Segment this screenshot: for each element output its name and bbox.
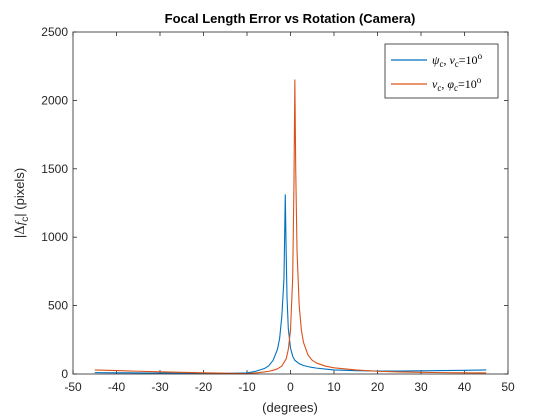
y-axis-label-subscript: c [20,217,31,222]
y-tick-label: 0 [61,367,68,381]
x-tick-label: 10 [327,380,341,394]
x-tick-label: -30 [151,380,169,394]
series-line-2 [94,79,487,375]
x-axis-label: (degrees) [262,400,318,415]
y-axis-label-f: f [12,219,27,225]
x-tick-label: 40 [458,380,472,394]
y-tick-label: 1000 [41,230,68,244]
x-tick-label: 20 [371,380,385,394]
x-tick-label: -20 [195,380,213,394]
y-tick-label: 2000 [41,93,68,107]
legend: ψc, νc=10o νc, φc=10o [384,43,499,99]
legend-entry-series-2: νc, φc=10o [432,75,482,93]
y-axis-label-rest: | (pixels) [12,168,27,217]
y-tick-label: 1500 [41,162,68,176]
legend-entry-series-1: ψc, νc=10o [432,51,483,69]
x-tick-label: -40 [108,380,126,394]
x-tick-label: -50 [64,380,82,394]
y-axis-label-delta: Δ [13,225,28,234]
x-tick-label: 50 [501,380,515,394]
x-axis-ticks: -50 -40 -30 -20 -10 0 10 20 30 40 50 [64,32,515,394]
legend-box [384,43,499,99]
y-axis-ticks: 0 500 1000 1500 2000 2500 [41,25,508,381]
plot-frame [72,31,509,375]
y-axis-label: |Δfc| (pixels) [12,168,31,238]
x-tick-label: 0 [287,380,294,394]
y-tick-label: 2500 [41,25,68,39]
y-tick-label: 500 [48,299,68,313]
chart-title: Focal Length Error vs Rotation (Camera) [165,11,416,26]
series-layer [94,79,487,375]
x-tick-label: -10 [238,380,256,394]
x-tick-label: 30 [414,380,428,394]
